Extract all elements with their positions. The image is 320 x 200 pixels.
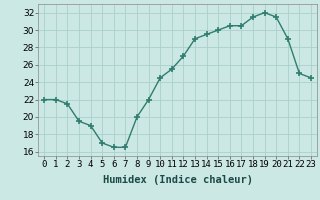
- X-axis label: Humidex (Indice chaleur): Humidex (Indice chaleur): [103, 175, 252, 185]
